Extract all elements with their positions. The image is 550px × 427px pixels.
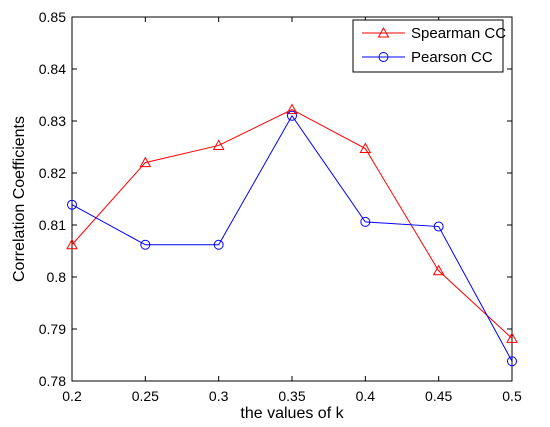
legend-box bbox=[352, 19, 504, 73]
series-layer bbox=[66, 103, 518, 367]
data-point-pearson bbox=[507, 356, 517, 367]
data-point-spearman bbox=[359, 142, 372, 154]
x-tick-label: 0.2 bbox=[62, 388, 82, 404]
data-point-spearman bbox=[432, 264, 445, 276]
legend-label-spearman: Spearman CC bbox=[411, 25, 506, 42]
y-tick-label: 0.84 bbox=[39, 61, 66, 77]
axis-ticks: 0.2 0.25 0.3 0.35 0.4 0.45 0.5 0.78 0.79 0.8 0.81 0… bbox=[39, 9, 522, 404]
data-point-pearson bbox=[67, 199, 77, 210]
y-tick-label: 0.79 bbox=[39, 321, 66, 337]
y-tick-label: 0.83 bbox=[39, 113, 66, 129]
x-tick-label: 0.5 bbox=[502, 388, 522, 404]
x-tick-label: 0.3 bbox=[209, 388, 229, 404]
data-point-pearson bbox=[360, 216, 371, 227]
x-tick-label: 0.25 bbox=[132, 388, 159, 404]
y-tick-label: 0.85 bbox=[39, 9, 66, 25]
data-point-spearman bbox=[506, 332, 518, 343]
legend-label-pearson: Pearson CC bbox=[411, 49, 493, 66]
data-point-spearman bbox=[212, 139, 225, 150]
x-axis-label: the values of k bbox=[240, 405, 344, 422]
plot-area bbox=[71, 16, 513, 382]
y-tick-label: 0.81 bbox=[39, 217, 66, 233]
legend-triangle-icon bbox=[377, 26, 390, 38]
x-tick-label: 0.45 bbox=[425, 388, 452, 404]
y-tick-label: 0.78 bbox=[39, 373, 66, 389]
data-point-spearman bbox=[139, 156, 152, 168]
y-axis-label: Correlation Coefficients bbox=[11, 116, 28, 282]
data-point-pearson bbox=[140, 239, 151, 250]
y-tick-label: 0.82 bbox=[39, 165, 66, 181]
legend: Spearman CC Pearson CC bbox=[352, 19, 506, 73]
data-point-pearson bbox=[433, 221, 444, 232]
data-point-pearson bbox=[287, 110, 297, 121]
data-point-spearman bbox=[286, 103, 298, 115]
legend-circle-icon bbox=[378, 52, 389, 62]
series-line-spearman bbox=[71, 108, 513, 339]
series-line-pearson bbox=[71, 114, 513, 362]
y-tick-label: 0.8 bbox=[47, 269, 67, 285]
x-tick-label: 0.35 bbox=[278, 388, 305, 404]
data-point-pearson bbox=[213, 239, 224, 250]
data-point-spearman bbox=[66, 238, 78, 250]
x-tick-label: 0.4 bbox=[356, 388, 376, 404]
